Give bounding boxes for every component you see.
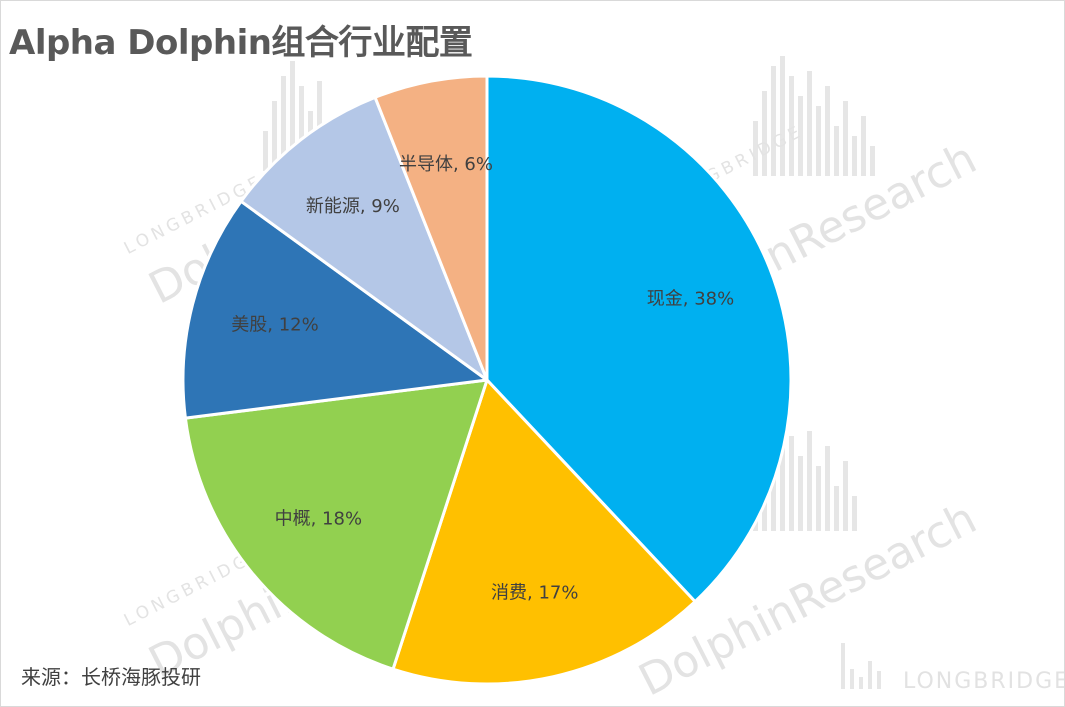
source-note: 来源：长桥海豚投研	[21, 665, 201, 689]
pie-label-5: 半导体, 6%	[399, 154, 493, 175]
pie-label-3: 美股, 12%	[231, 315, 318, 336]
pie-slice-3	[181, 199, 489, 420]
pie-slice-4	[239, 95, 489, 382]
pie-label-1: 消费, 17%	[491, 583, 578, 604]
watermark-brand: LONGBRIDGE	[903, 669, 1065, 694]
pie-label-0: 现金, 38%	[647, 288, 734, 309]
pie-label-4: 新能源, 9%	[306, 196, 400, 217]
pie-slice-0	[485, 74, 793, 604]
chart-title: Alpha Dolphin组合行业配置	[9, 23, 473, 63]
pie-slice-5	[373, 74, 489, 382]
pie-slice-2	[183, 378, 489, 671]
pie-slice-1	[391, 378, 697, 686]
pie-label-2: 中概, 18%	[275, 509, 362, 530]
